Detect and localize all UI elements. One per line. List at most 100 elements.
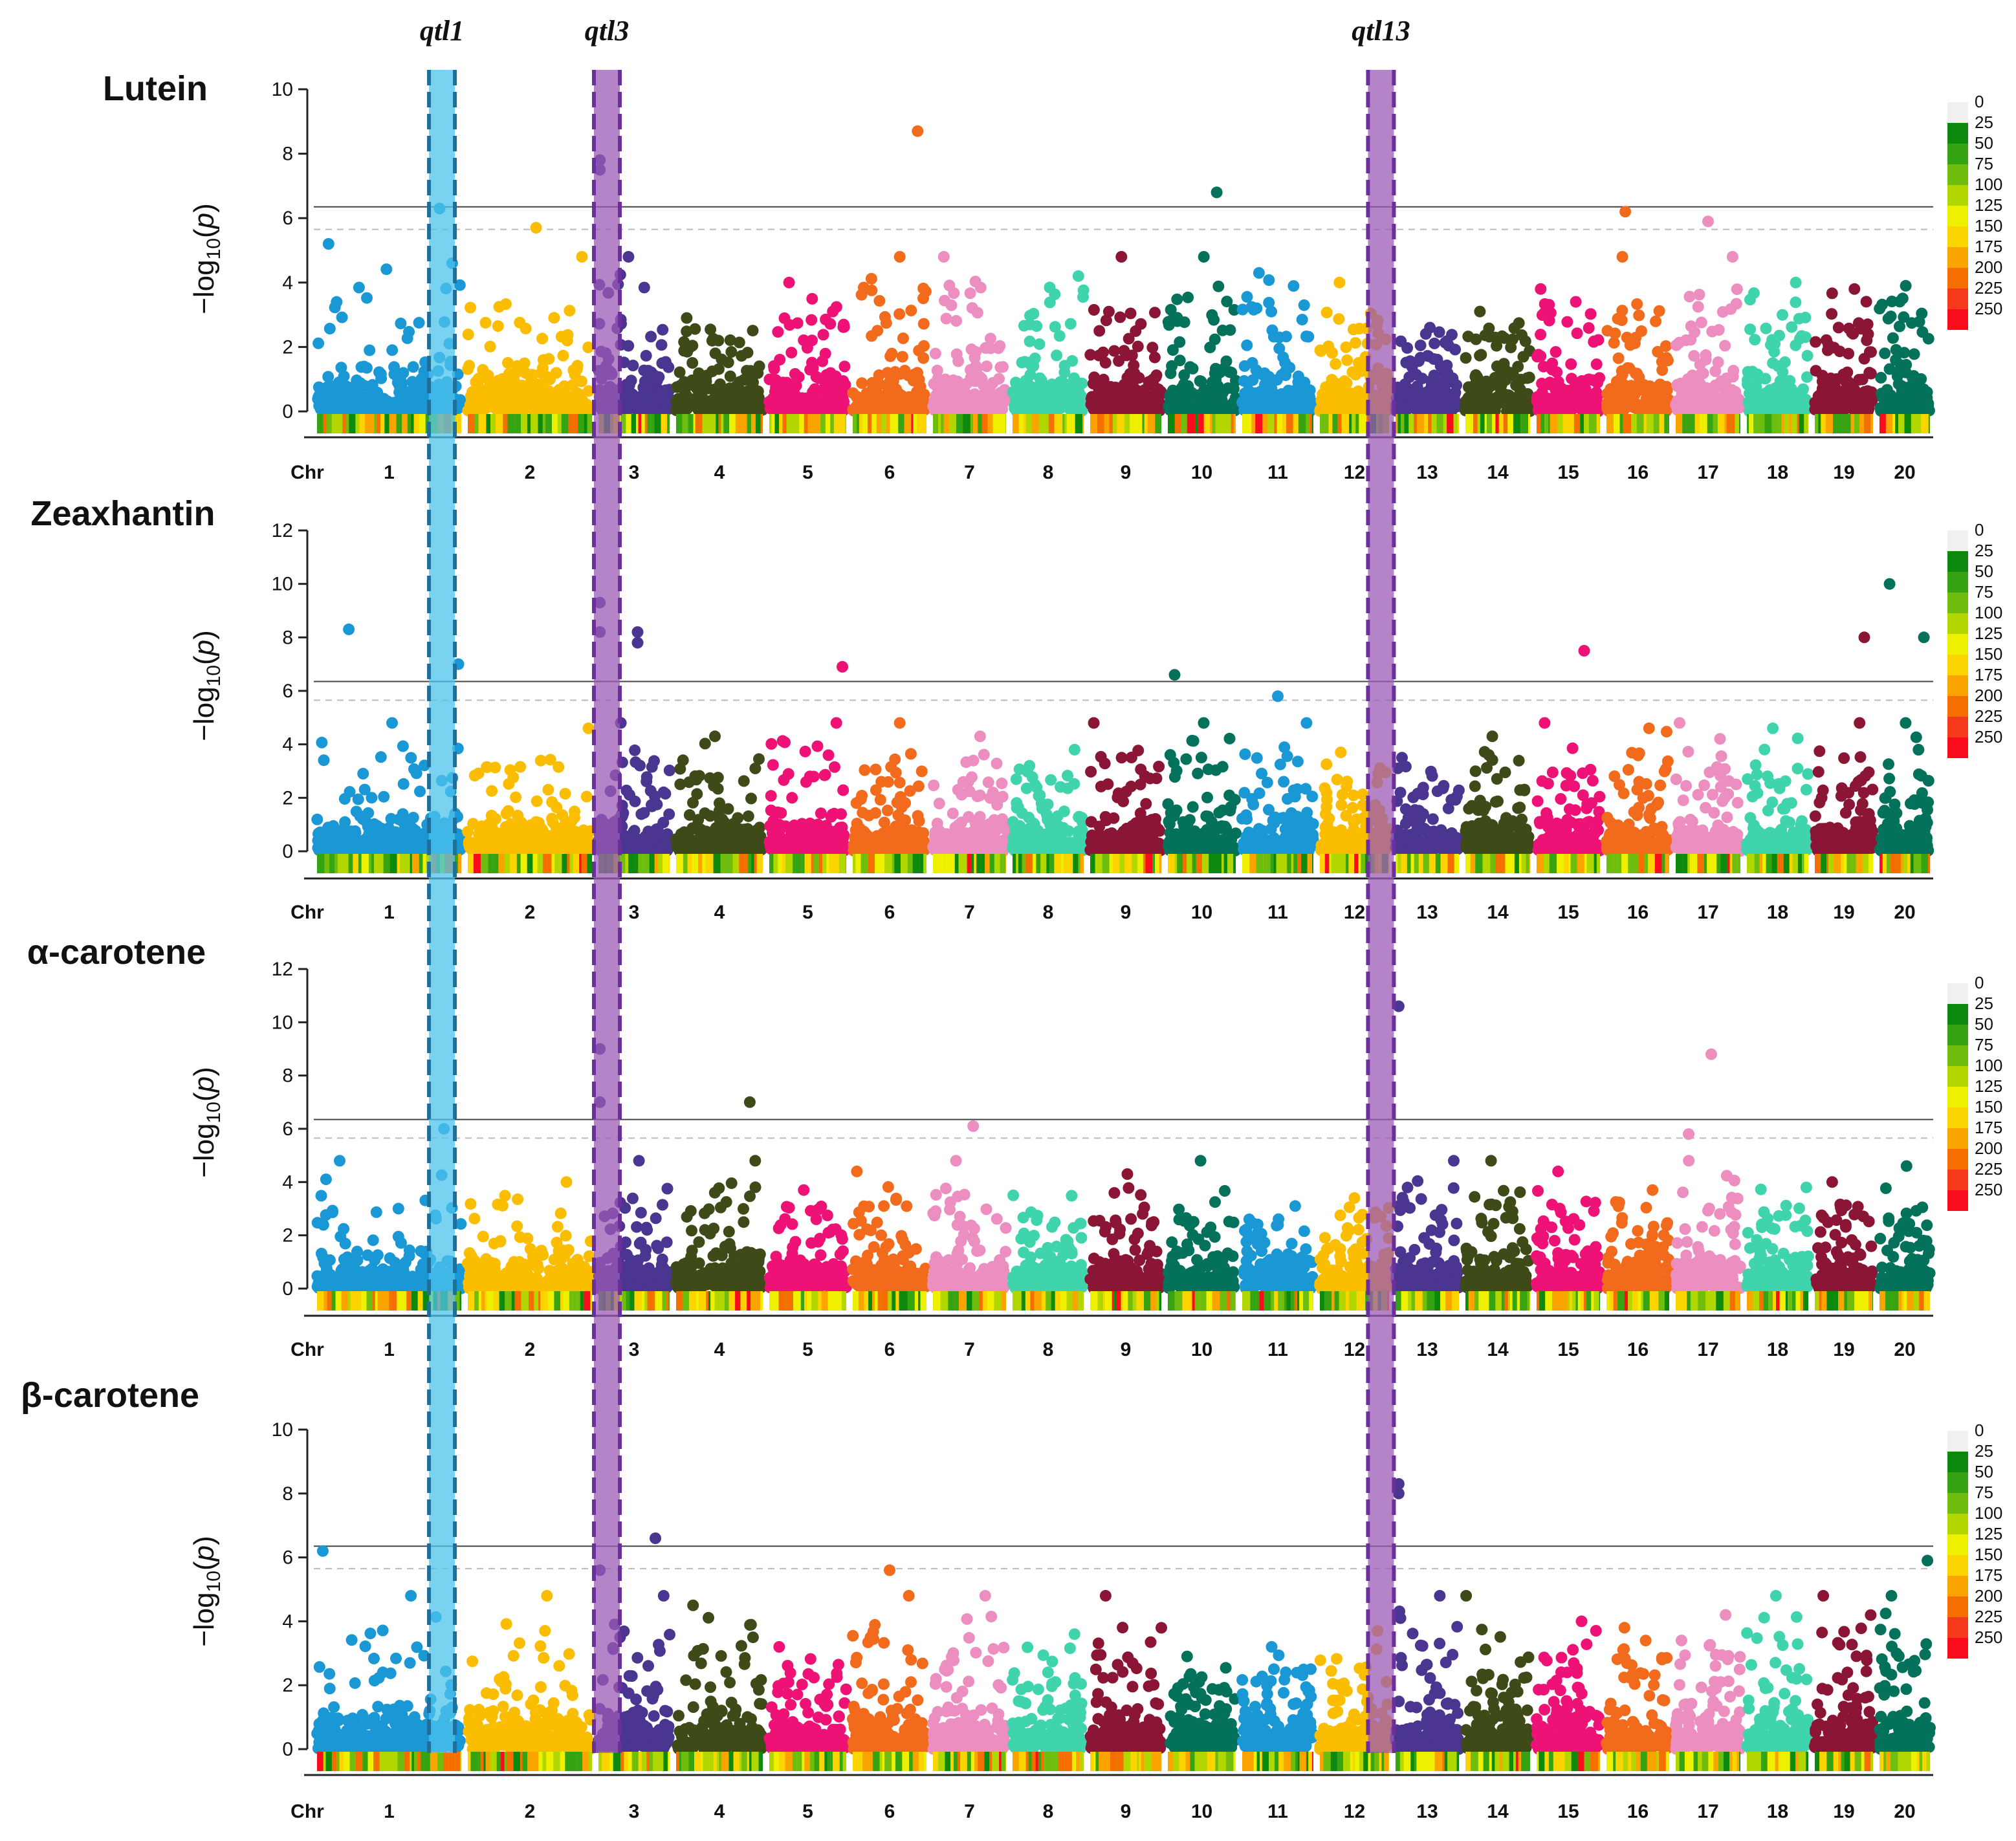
density-cell [1739, 414, 1740, 433]
density-cell [729, 414, 736, 433]
chr-label: 20 [1894, 462, 1915, 483]
density-cell [1247, 414, 1252, 433]
snp-point [1093, 325, 1106, 337]
density-cell [881, 414, 886, 433]
snp-point [406, 376, 419, 388]
density-cell [407, 414, 411, 433]
snp-point [345, 825, 357, 838]
density-cell [654, 414, 661, 433]
panel-title: Lutein [103, 69, 208, 108]
snp-point [1171, 293, 1183, 305]
snp-point [1616, 251, 1628, 263]
snp-point [1826, 308, 1838, 320]
legend-label: 25 [1975, 113, 1993, 132]
density-cell [871, 414, 877, 433]
density-cell [507, 414, 515, 433]
snp-point [1124, 307, 1137, 320]
snp-point [754, 844, 767, 856]
snp-point [1326, 384, 1339, 396]
chr-label: 9 [1121, 462, 1132, 483]
snp-point [663, 765, 675, 776]
snp-point [1414, 339, 1427, 351]
density-cell [1228, 414, 1231, 433]
snp-point [1118, 345, 1130, 357]
density-cell [1195, 414, 1198, 433]
panel-title: Zeaxhantin [30, 494, 215, 533]
density-cell [1735, 414, 1739, 433]
chr-points-13 [1390, 321, 1464, 417]
snp-point [554, 397, 567, 409]
density-cell [1155, 414, 1161, 433]
snp-point [336, 311, 348, 323]
density-cell [978, 414, 982, 433]
snp-point [1878, 400, 1890, 413]
snp-point [1853, 374, 1865, 386]
snp-point [385, 812, 397, 825]
density-cell [1841, 414, 1845, 433]
density-cell [911, 414, 914, 433]
legend-swatch [1947, 185, 1968, 206]
density-cell [1174, 414, 1181, 433]
density-cell [1309, 414, 1312, 433]
density-cell [1718, 414, 1725, 433]
density-cell [1731, 414, 1735, 433]
density-cell [1562, 414, 1567, 433]
snp-point [1801, 349, 1813, 362]
snp-point [1436, 360, 1447, 373]
snp-point [1894, 359, 1907, 371]
density-cell [561, 414, 569, 433]
snp-point [724, 334, 736, 346]
chr-points-18 [1742, 276, 1813, 417]
snp-point-peak [530, 222, 542, 234]
density-cell [1885, 414, 1893, 433]
density-cell [468, 414, 475, 433]
snp-point [778, 312, 791, 324]
density-cell [1064, 414, 1067, 433]
density-cell [830, 414, 834, 433]
snp-point [1265, 382, 1278, 395]
density-cell [1332, 414, 1338, 433]
density-cell [1833, 414, 1837, 433]
snp-point [1414, 352, 1427, 364]
density-cell [1788, 414, 1791, 433]
snp-point [368, 818, 380, 830]
density-cell [1573, 414, 1581, 433]
density-cell [718, 414, 721, 433]
snp-point [462, 825, 474, 838]
density-cell [1187, 414, 1190, 433]
y-tick-label: 8 [282, 627, 293, 648]
snp-point [462, 329, 474, 340]
density-cell [1104, 414, 1110, 433]
chr-points-16 [1601, 251, 1675, 417]
snp-point [1165, 303, 1177, 316]
density-cell [913, 414, 917, 433]
density-cell [552, 414, 558, 433]
density-cell [774, 414, 780, 433]
legend-swatch [1947, 164, 1968, 185]
snp-point [408, 403, 421, 415]
density-cell [345, 414, 349, 433]
snp-point [1592, 376, 1603, 389]
snp-point [965, 343, 978, 355]
density-cell [650, 414, 655, 433]
snp-point [1150, 371, 1162, 383]
snp-point [1809, 404, 1821, 415]
density-cell [568, 414, 575, 433]
density-cell [1528, 414, 1530, 433]
snp-point [1832, 321, 1845, 334]
snp-point [838, 360, 851, 373]
snp-point [492, 320, 504, 332]
snp-point [1132, 340, 1144, 353]
snp-point [484, 340, 496, 353]
density-cell [1352, 414, 1356, 433]
density-cell [710, 414, 716, 433]
snp-point [620, 785, 633, 796]
snp-point [1299, 391, 1311, 404]
snp-point [536, 332, 549, 345]
snp-point [1088, 304, 1100, 316]
snp-point [1330, 358, 1342, 370]
chr-label: 7 [964, 462, 975, 483]
chr-label: 10 [1191, 462, 1212, 483]
density-cell [1686, 414, 1691, 433]
snp-point [1428, 369, 1440, 382]
